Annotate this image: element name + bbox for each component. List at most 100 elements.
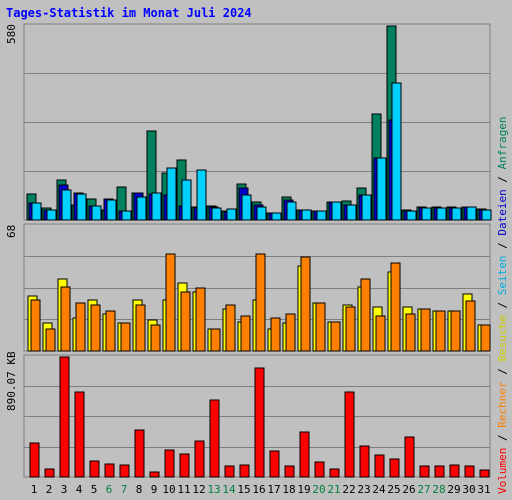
bar-rechner-day-20 — [315, 302, 326, 352]
bar-rechner-day-19 — [300, 256, 311, 352]
x-tick-label: 31 — [477, 483, 490, 496]
x-tick-label: 5 — [91, 483, 98, 496]
bar-seiten-day-22 — [346, 204, 357, 221]
bar-rechner-day-1 — [30, 299, 41, 352]
bar-volumen-day-29 — [449, 464, 460, 478]
bar-rechner-day-11 — [180, 291, 191, 352]
bar-rechner-day-18 — [285, 313, 296, 352]
legend: Volumen / Rechner / Besuche / Seiten / D… — [496, 116, 509, 494]
bar-rechner-day-10 — [165, 253, 176, 352]
bar-volumen-day-11 — [179, 453, 190, 478]
bar-rechner-day-5 — [90, 304, 101, 352]
bar-seiten-day-31 — [481, 209, 492, 221]
bar-seiten-day-20 — [316, 210, 327, 221]
bar-seiten-day-25 — [391, 82, 402, 221]
x-tick-label: 18 — [282, 483, 295, 496]
bar-volumen-day-7 — [119, 464, 130, 478]
bar-rechner-day-23 — [360, 278, 371, 352]
bar-volumen-day-28 — [434, 465, 445, 478]
bar-rechner-day-6 — [105, 310, 116, 352]
bar-seiten-day-24 — [376, 157, 387, 221]
bar-rechner-day-21 — [330, 321, 341, 352]
bar-volumen-day-14 — [224, 465, 235, 478]
bar-volumen-day-15 — [239, 464, 250, 478]
x-tick-label: 24 — [372, 483, 386, 496]
legend-text: Volumen / Rechner / Besuche / Seiten / D… — [496, 116, 509, 494]
bar-volumen-day-8 — [134, 429, 145, 478]
bar-volumen-day-27 — [419, 465, 430, 478]
x-tick-label: 10 — [162, 483, 175, 496]
bar-volumen-day-25 — [389, 458, 400, 478]
x-tick-label: 2 — [46, 483, 53, 496]
bar-seiten-day-4 — [76, 193, 87, 221]
bar-rechner-day-25 — [390, 262, 401, 352]
bar-seiten-day-6 — [106, 199, 117, 221]
x-tick-label: 1 — [31, 483, 38, 496]
bar-rechner-day-24 — [375, 315, 386, 352]
legend-item-besuche: Besuche — [496, 315, 509, 361]
bar-seiten-day-27 — [421, 207, 432, 221]
x-tick-label: 8 — [136, 483, 143, 496]
bar-rechner-day-29 — [450, 310, 461, 352]
bar-seiten-day-18 — [286, 201, 297, 221]
x-tick-label: 19 — [297, 483, 310, 496]
bar-seiten-day-30 — [466, 206, 477, 221]
x-tick-label: 23 — [357, 483, 370, 496]
bar-rechner-day-4 — [75, 302, 86, 352]
bar-rechner-day-12 — [195, 287, 206, 352]
bar-seiten-day-28 — [436, 207, 447, 221]
bar-rechner-day-2 — [45, 328, 56, 352]
bar-rechner-day-14 — [225, 304, 236, 352]
bar-volumen-day-24 — [374, 454, 385, 478]
legend-separator: / — [496, 236, 509, 256]
x-tick-label: 25 — [387, 483, 400, 496]
bar-seiten-day-9 — [151, 192, 162, 221]
bar-seiten-day-3 — [61, 189, 72, 221]
x-tick-label: 22 — [342, 483, 355, 496]
bar-rechner-day-16 — [255, 253, 266, 352]
legend-item-seiten: Seiten — [496, 256, 509, 296]
bar-rechner-day-3 — [60, 286, 71, 352]
bar-volumen-day-9 — [149, 471, 160, 478]
chart-title: Tages-Statistik im Monat Juli 2024 — [6, 6, 252, 20]
bar-volumen-day-3 — [59, 356, 70, 478]
bar-volumen-day-2 — [44, 468, 55, 478]
bar-volumen-day-16 — [254, 367, 265, 478]
bar-rechner-day-27 — [420, 308, 431, 352]
bar-volumen-day-18 — [284, 465, 295, 478]
bar-rechner-day-30 — [465, 300, 476, 352]
x-tick-label: 17 — [267, 483, 280, 496]
bar-volumen-day-31 — [479, 469, 490, 478]
legend-separator: / — [496, 169, 509, 189]
bar-volumen-day-13 — [209, 399, 220, 478]
x-tick-label: 28 — [432, 483, 445, 496]
bar-volumen-day-12 — [194, 440, 205, 478]
bar-seiten-day-1 — [31, 202, 42, 221]
x-tick-label: 26 — [402, 483, 415, 496]
bar-volumen-day-10 — [164, 449, 175, 478]
x-tick-label: 3 — [61, 483, 68, 496]
x-tick-label: 15 — [237, 483, 250, 496]
legend-separator: / — [496, 428, 509, 448]
bar-seiten-day-2 — [46, 209, 57, 221]
x-tick-label: 29 — [447, 483, 460, 496]
bar-rechner-day-22 — [345, 306, 356, 352]
x-tick-label: 9 — [151, 483, 158, 496]
bar-seiten-day-16 — [256, 206, 267, 221]
legend-item-rechner: Rechner — [496, 381, 509, 428]
x-tick-label: 11 — [177, 483, 190, 496]
bar-seiten-day-29 — [451, 207, 462, 221]
x-tick-label: 6 — [106, 483, 113, 496]
bar-volumen-day-23 — [359, 445, 370, 478]
bar-rechner-day-31 — [480, 324, 491, 352]
bar-seiten-day-12 — [196, 169, 207, 221]
bar-seiten-day-5 — [91, 205, 102, 221]
bar-rechner-day-9 — [150, 324, 161, 352]
x-tick-label: 7 — [121, 483, 128, 496]
x-tick-label: 16 — [252, 483, 265, 496]
bar-seiten-day-17 — [271, 212, 282, 221]
bar-volumen-day-17 — [269, 450, 280, 478]
bar-rechner-day-13 — [210, 328, 221, 352]
